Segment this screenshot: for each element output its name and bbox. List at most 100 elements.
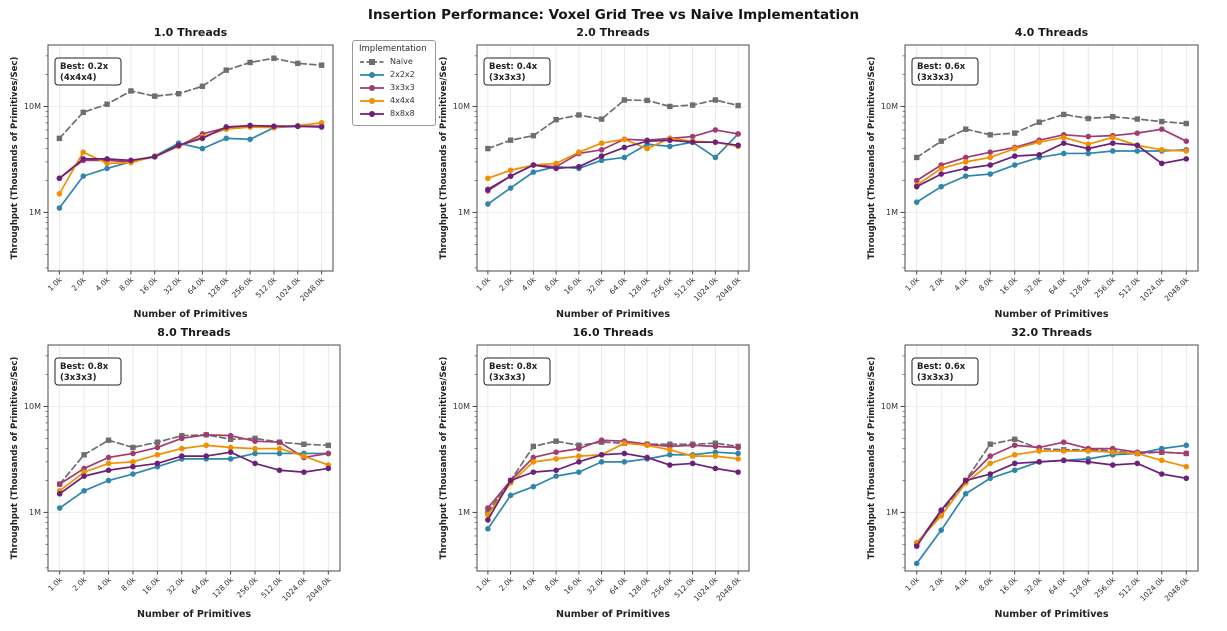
best-annotation-box [54,57,122,86]
svg-text:1024.0k: 1024.0k [1138,275,1166,303]
series-line-naive [58,57,323,140]
series-line-3x3x3 [915,128,1188,182]
series-line-4x4x4 [915,136,1188,187]
svg-text:128.0k: 128.0k [627,275,652,300]
svg-text:1024.0k: 1024.0k [1138,575,1166,603]
legend-item-3x3x3: 3x3x3 [359,81,427,94]
legend-item-4x4x4: 4x4x4 [359,94,427,107]
svg-text:2.0k: 2.0k [70,275,88,293]
svg-text:128.0k: 128.0k [1068,275,1093,300]
best-annotation-box [911,57,979,86]
legend-item-label: 4x4x4 [390,96,415,105]
svg-text:2.0k: 2.0k [497,575,515,593]
svg-text:8.0k: 8.0k [543,275,561,293]
series-line-2x2x2 [487,133,739,205]
svg-text:16.0k: 16.0k [998,275,1020,297]
svg-text:10M: 10M [24,102,41,111]
svg-text:Number of Primitives: Number of Primitives [134,309,248,320]
legend-item-label: 8x8x8 [390,109,415,118]
svg-text:1.0k: 1.0k [474,275,492,293]
svg-text:1M: 1M [29,508,41,517]
svg-text:Throughput (Thousands of Primi: Throughput (Thousands of Primitives/Sec) [867,57,877,260]
legend-item-label: 3x3x3 [390,83,415,92]
svg-text:2048.0k: 2048.0k [1163,575,1191,603]
svg-text:2.0 Threads: 2.0 Threads [576,26,650,39]
series-line-naive [487,99,739,150]
svg-text:2.0k: 2.0k [928,275,946,293]
svg-text:256.0k: 256.0k [1093,275,1118,300]
series-line-naive [58,433,330,485]
circle-marker-icon [360,97,384,104]
svg-text:2.0k: 2.0k [71,575,89,593]
legend-title: Implementation [359,44,427,54]
svg-text:Best: 0.6x: Best: 0.6x [917,62,966,72]
svg-text:32.0 Threads: 32.0 Threads [1011,326,1092,339]
svg-text:8.0k: 8.0k [119,575,137,593]
series-line-4x4x4 [487,442,739,516]
svg-text:16.0k: 16.0k [141,575,163,597]
svg-text:16.0k: 16.0k [562,275,584,297]
series-line-2x2x2 [487,451,739,530]
svg-text:(3x3x3): (3x3x3) [917,373,954,383]
svg-text:128.0k: 128.0k [1068,575,1093,600]
svg-text:256.0k: 256.0k [650,275,675,300]
svg-text:10M: 10M [453,102,470,111]
svg-text:1.0k: 1.0k [46,275,64,293]
svg-text:2048.0k: 2048.0k [715,575,743,603]
svg-text:Best: 0.6x: Best: 0.6x [917,362,966,372]
svg-text:8.0k: 8.0k [977,575,995,593]
svg-text:1.0k: 1.0k [46,575,64,593]
svg-text:(4x4x4): (4x4x4) [60,73,97,83]
legend-box: Implementation Naive 2x2x2 3x3x3 4x4x4 8x8x8 [352,40,436,126]
series-line-2x2x2 [915,148,1188,203]
svg-text:32.0k: 32.0k [165,575,187,597]
svg-text:1M: 1M [458,208,470,217]
svg-text:1M: 1M [886,508,898,517]
svg-text:10M: 10M [24,402,41,411]
figure-title: Insertion Performance: Voxel Grid Tree v… [367,7,860,23]
series-line-8x8x8 [915,142,1188,188]
svg-text:16.0 Threads: 16.0 Threads [572,326,653,339]
svg-text:1M: 1M [29,208,41,217]
svg-text:32.0k: 32.0k [585,275,607,297]
svg-text:64.0k: 64.0k [1047,275,1069,297]
svg-text:32.0k: 32.0k [585,575,607,597]
svg-text:1M: 1M [886,208,898,217]
svg-text:(3x3x3): (3x3x3) [60,373,97,383]
svg-text:64.0k: 64.0k [189,575,211,597]
series-line-3x3x3 [58,433,330,485]
series-line-8x8x8 [915,459,1188,548]
series-line-2x2x2 [58,125,323,209]
svg-text:(3x3x3): (3x3x3) [489,373,526,383]
svg-text:10M: 10M [881,402,898,411]
best-annotation-box [911,357,979,386]
series-line-2x2x2 [58,452,330,509]
svg-text:64.0k: 64.0k [186,275,208,297]
svg-text:128.0k: 128.0k [206,275,231,300]
svg-text:Number of Primitives: Number of Primitives [995,309,1109,320]
svg-text:Throughput (Thousands of Primi: Throughput (Thousands of Primitives/Sec) [10,357,20,560]
svg-text:2048.0k: 2048.0k [715,275,743,303]
series-line-4x4x4 [58,444,330,492]
svg-text:4.0k: 4.0k [520,275,538,293]
svg-text:Best: 0.4x: Best: 0.4x [489,62,538,72]
svg-text:1.0k: 1.0k [474,575,492,593]
series-line-8x8x8 [58,124,323,180]
svg-text:8.0k: 8.0k [977,275,995,293]
svg-text:Best: 0.2x: Best: 0.2x [60,62,109,72]
svg-text:Best: 0.8x: Best: 0.8x [60,362,109,372]
series-line-3x3x3 [487,439,739,509]
svg-text:4.0k: 4.0k [94,275,112,293]
svg-text:2048.0k: 2048.0k [305,575,333,603]
svg-text:2048.0k: 2048.0k [298,275,326,303]
best-annotation-box [483,357,551,386]
svg-text:32.0k: 32.0k [1022,275,1044,297]
svg-text:1.0k: 1.0k [903,575,921,593]
svg-text:4.0k: 4.0k [952,275,970,293]
circle-marker-icon [360,71,384,78]
svg-text:1.0 Threads: 1.0 Threads [154,26,228,39]
svg-text:2.0k: 2.0k [497,275,515,293]
svg-text:8.0k: 8.0k [543,575,561,593]
series-line-4x4x4 [915,450,1188,544]
